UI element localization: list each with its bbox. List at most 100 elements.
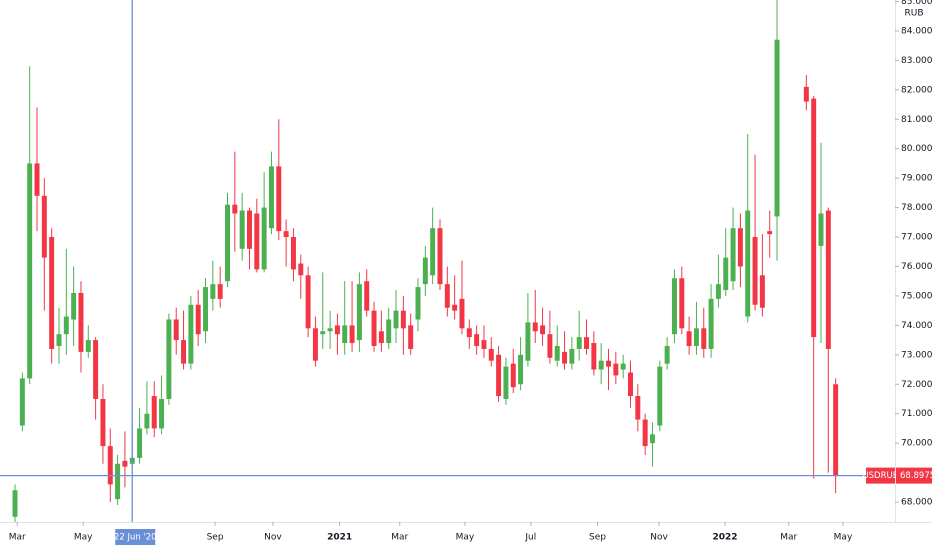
candle-body [290, 237, 296, 270]
candle-body [701, 328, 707, 349]
candle-body [56, 334, 62, 346]
candle-body [576, 337, 582, 349]
candle-body [723, 257, 729, 291]
candle-body [803, 86, 809, 102]
y-tick-label: 75.0000 [901, 291, 932, 301]
candle-body [349, 325, 355, 344]
candle-body [554, 345, 560, 361]
candle-body [525, 322, 531, 361]
candle-body [166, 319, 172, 399]
candle-body [85, 340, 91, 352]
candle-body [225, 204, 230, 282]
y-tick-label: 82.0000 [901, 85, 932, 95]
y-tick-label: 79.0000 [901, 174, 932, 184]
candle-body [510, 363, 516, 388]
candle-body [371, 310, 377, 346]
x-tick-label: Nov [650, 533, 668, 543]
candle-body [334, 325, 340, 335]
candle-body [591, 343, 597, 370]
candle-body [459, 298, 465, 329]
y-tick-label: 71.0000 [901, 409, 932, 419]
candle-body [562, 351, 568, 364]
y-tick-label: 80.0000 [901, 144, 932, 154]
candle-body [93, 340, 99, 399]
x-tick-label: May [834, 533, 853, 543]
candle-body [283, 231, 289, 238]
price-tag: 68.8975 [900, 471, 932, 481]
candle-body [393, 310, 399, 329]
candle-body [481, 340, 487, 349]
candle-body [730, 228, 736, 282]
candle-body [312, 328, 318, 361]
x-tick-label: Sep [207, 533, 224, 543]
y-tick-label: 77.0000 [901, 233, 932, 243]
candle-body [759, 275, 765, 308]
candle-body [364, 281, 370, 311]
y-tick-label: 68.0000 [901, 498, 932, 508]
candle-body [122, 460, 128, 467]
candle-body [19, 378, 25, 426]
candle-body [342, 325, 348, 344]
x-tick-label: Nov [264, 533, 282, 543]
candle-body [320, 331, 326, 335]
x-tick-label: Mar [391, 533, 408, 543]
candle-body [408, 325, 414, 349]
candle-body [327, 328, 333, 332]
candle-body [107, 446, 113, 485]
candle-body [745, 210, 751, 317]
candle-body [774, 39, 780, 217]
candle-body [811, 98, 817, 338]
y-tick-label: 78.0000 [901, 203, 932, 213]
candle-body [49, 237, 55, 349]
candle-body [818, 213, 824, 246]
candle-body [181, 340, 187, 364]
candle-body [737, 228, 743, 267]
candle-body [144, 413, 150, 429]
candle-body [27, 163, 33, 379]
y-tick-label: 74.0000 [901, 321, 932, 331]
x-tick-label: Jul [524, 533, 536, 543]
x-tick-label: 2022 [712, 533, 737, 543]
candle-body [78, 292, 84, 352]
candle-body [628, 372, 633, 397]
candle-body [151, 396, 157, 429]
x-tick-label: Sep [589, 533, 606, 543]
candle-body [606, 360, 612, 367]
candle-body [679, 278, 685, 329]
candle-body [496, 354, 502, 397]
crosshair-date-bg [115, 529, 156, 545]
candle-body [195, 304, 201, 335]
candle-body [12, 490, 18, 517]
candle-body [488, 348, 494, 361]
candle-body [298, 263, 304, 276]
candle-body [268, 166, 274, 229]
candle-body [767, 231, 773, 235]
candle-body [833, 384, 839, 476]
candle-body [203, 287, 209, 332]
symbol-tag: USDRUB [862, 471, 898, 481]
candle-body [173, 319, 179, 341]
candle-body [547, 334, 553, 358]
candle-body [217, 284, 223, 299]
candle-body [532, 322, 538, 332]
candle-body [584, 337, 590, 349]
candle-body [422, 257, 428, 285]
x-tick-label: May [74, 533, 93, 543]
candle-body [540, 325, 546, 335]
candle-body [261, 207, 267, 270]
candle-body [137, 428, 143, 458]
candle-body [430, 228, 436, 276]
y-tick-label: 85.0000 [901, 0, 932, 7]
y-tick-label: 72.0000 [901, 380, 932, 390]
candle-body [378, 331, 384, 344]
y-tick-label: 84.0000 [901, 26, 932, 36]
y-tick-label: 83.0000 [901, 56, 932, 66]
candle-body [569, 348, 575, 364]
candle-body [693, 328, 699, 346]
candle-body [239, 210, 245, 249]
candle-body [518, 354, 524, 385]
candle-body [400, 310, 406, 329]
y-tick-label: 70.0000 [901, 439, 932, 449]
candle-body [466, 328, 472, 338]
